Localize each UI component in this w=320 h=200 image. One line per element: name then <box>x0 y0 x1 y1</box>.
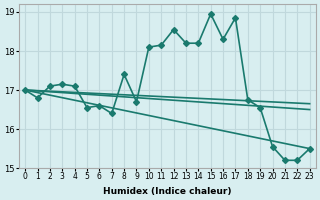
X-axis label: Humidex (Indice chaleur): Humidex (Indice chaleur) <box>103 187 232 196</box>
